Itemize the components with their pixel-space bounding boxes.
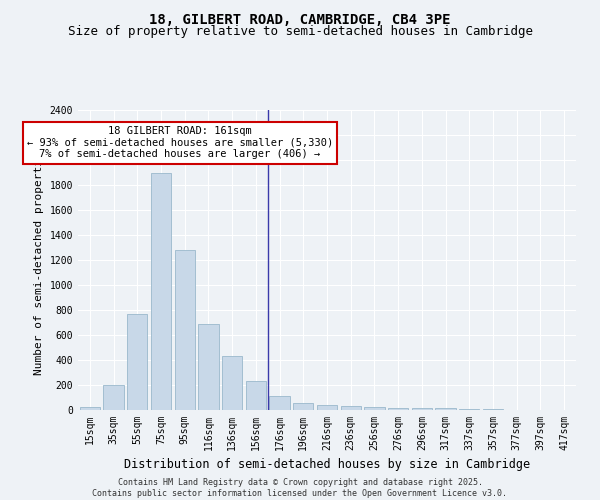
Bar bbox=[246, 380, 266, 410]
Bar bbox=[80, 407, 100, 410]
Y-axis label: Number of semi-detached properties: Number of semi-detached properties bbox=[34, 145, 44, 375]
Bar bbox=[364, 407, 385, 410]
Text: Contains HM Land Registry data © Crown copyright and database right 2025.
Contai: Contains HM Land Registry data © Crown c… bbox=[92, 478, 508, 498]
Bar bbox=[436, 408, 455, 410]
Text: 18 GILBERT ROAD: 161sqm
← 93% of semi-detached houses are smaller (5,330)
7% of : 18 GILBERT ROAD: 161sqm ← 93% of semi-de… bbox=[27, 126, 333, 160]
Text: 18, GILBERT ROAD, CAMBRIDGE, CB4 3PE: 18, GILBERT ROAD, CAMBRIDGE, CB4 3PE bbox=[149, 12, 451, 26]
Bar bbox=[388, 408, 408, 410]
Text: Size of property relative to semi-detached houses in Cambridge: Size of property relative to semi-detach… bbox=[67, 25, 533, 38]
Bar bbox=[341, 406, 361, 410]
Bar bbox=[103, 385, 124, 410]
Bar bbox=[175, 250, 195, 410]
Bar bbox=[127, 314, 148, 410]
Bar bbox=[412, 408, 432, 410]
Bar bbox=[199, 324, 218, 410]
Bar bbox=[459, 409, 479, 410]
Bar bbox=[317, 405, 337, 410]
Bar bbox=[293, 402, 313, 410]
X-axis label: Distribution of semi-detached houses by size in Cambridge: Distribution of semi-detached houses by … bbox=[124, 458, 530, 471]
Bar bbox=[222, 356, 242, 410]
Bar bbox=[269, 396, 290, 410]
Bar bbox=[151, 172, 171, 410]
